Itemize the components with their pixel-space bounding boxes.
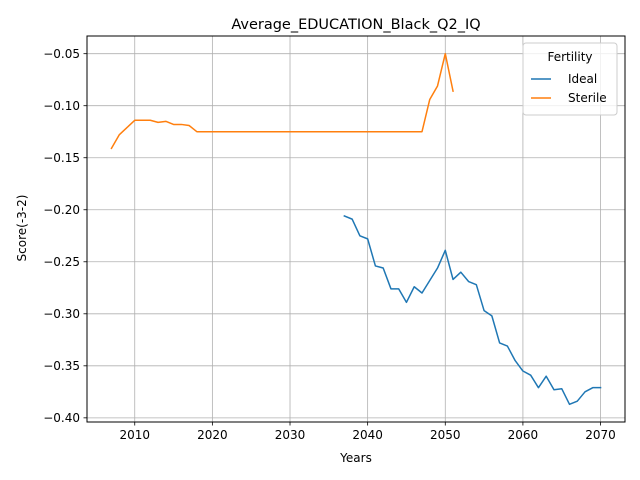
y-tick-label: −0.25 [43,255,80,269]
y-axis: −0.40 −0.35 −0.30 −0.25 −0.20 −0.15 −0.10 −0.05 [43,47,87,425]
series-layer [110,52,602,406]
series-line-ideal [343,215,602,406]
y-tick-label: −0.15 [43,151,80,165]
x-axis-label: Years [339,451,372,465]
x-tick-label: 2070 [585,428,616,442]
series-line-sterile [110,52,454,150]
legend-label-sterile: Sterile [568,91,607,105]
y-tick-label: −0.10 [43,99,80,113]
legend-box [522,42,618,116]
axes-frame [86,35,626,423]
y-tick-label: −0.40 [43,411,80,425]
chart-title: Average_EDUCATION_Black_Q2_IQ [231,17,480,33]
y-tick-label: −0.05 [43,47,80,61]
x-tick-label: 2020 [197,428,228,442]
legend-label-ideal: Ideal [568,72,597,86]
x-tick-label: 2060 [508,428,539,442]
y-axis-label: Score(-3-2) [15,195,29,262]
x-tick-label: 2010 [119,428,150,442]
x-tick-label: 2050 [430,428,461,442]
legend: Fertility Ideal Sterile [522,42,618,116]
grid [87,36,625,422]
x-axis: 2010 2020 2030 2040 2050 2060 2070 [119,422,616,442]
x-tick-label: 2030 [275,428,306,442]
y-tick-label: −0.35 [43,359,80,373]
y-tick-label: −0.30 [43,307,80,321]
legend-title: Fertility [547,50,592,64]
x-tick-label: 2040 [352,428,383,442]
y-tick-label: −0.20 [43,203,80,217]
